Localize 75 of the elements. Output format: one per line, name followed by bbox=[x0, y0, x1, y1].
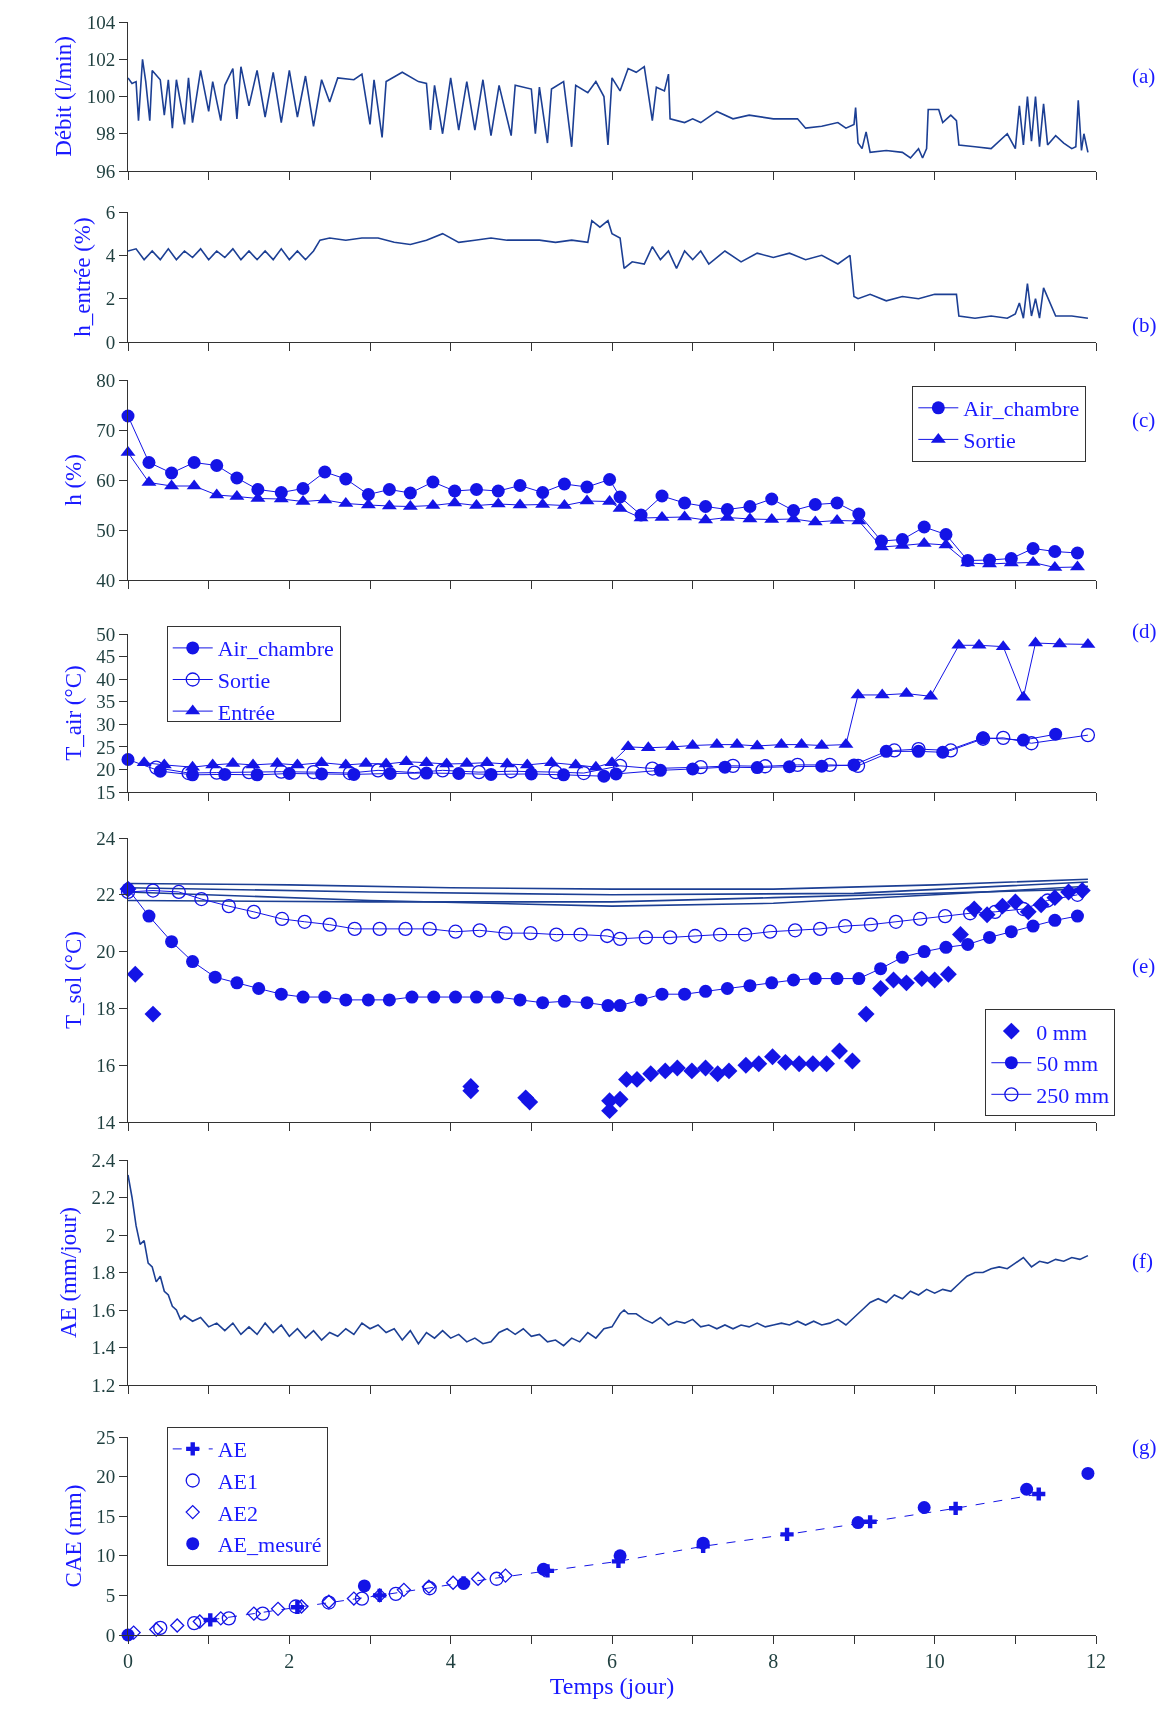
legend-label: AE bbox=[217, 1437, 248, 1463]
y-tick-label: 60 bbox=[96, 469, 116, 491]
legend-label: Sortie bbox=[963, 427, 1016, 453]
y-tick-label: 70 bbox=[96, 419, 116, 441]
y-tick-label: 15 bbox=[96, 1505, 116, 1527]
text: (d) bbox=[1132, 619, 1157, 643]
x-tick-label: 12 bbox=[1086, 1650, 1106, 1672]
legend-label: AE2 bbox=[217, 1500, 259, 1526]
y-tick-label: 1.8 bbox=[91, 1262, 116, 1284]
legend-label: 50 mm bbox=[1036, 1051, 1099, 1077]
y-tick-label: 2 bbox=[105, 288, 116, 310]
legend-label: Air_chambre bbox=[217, 636, 334, 662]
y-tick-label: 35 bbox=[96, 691, 116, 713]
legend-label: Entrée bbox=[217, 699, 276, 725]
legend-label: Air_chambre bbox=[963, 396, 1080, 422]
y-tick-label: 50 bbox=[96, 519, 116, 541]
text: (f) bbox=[1132, 1249, 1153, 1273]
y-tick-label: 25 bbox=[96, 1426, 116, 1448]
text: (g) bbox=[1132, 1435, 1157, 1459]
y-tick-label: 1.6 bbox=[91, 1299, 116, 1321]
y-tick-label: 98 bbox=[96, 123, 116, 145]
x-tick-label: 2 bbox=[284, 1650, 295, 1672]
y-tick-label: 10 bbox=[96, 1545, 116, 1567]
y-tick-label: 30 bbox=[96, 713, 116, 735]
y-tick-label: 80 bbox=[96, 369, 116, 391]
y-tick-label: 45 bbox=[96, 646, 116, 668]
y-tick-label: 14 bbox=[96, 1111, 116, 1133]
legend-label: 0 mm bbox=[1036, 1019, 1088, 1045]
y-tick-label: 2.2 bbox=[91, 1187, 116, 1209]
x-axis-title: Temps (jour) bbox=[549, 1673, 675, 1700]
y-tick-label: 100 bbox=[86, 86, 116, 108]
y-axis-title: h (%) bbox=[60, 454, 86, 506]
legend-label: AE1 bbox=[217, 1469, 259, 1495]
y-tick-label: 25 bbox=[96, 736, 116, 758]
y-tick-label: 15 bbox=[96, 781, 116, 803]
x-tick-label: 6 bbox=[607, 1650, 617, 1672]
y-tick-label: 96 bbox=[96, 160, 116, 182]
y-tick-label: 5 bbox=[105, 1585, 116, 1607]
legend-label: Sortie bbox=[217, 668, 271, 694]
text: (a) bbox=[1132, 64, 1156, 88]
legend-label: AE_mesuré bbox=[217, 1532, 322, 1558]
y-tick-label: 16 bbox=[96, 1054, 116, 1076]
y-tick-label: 20 bbox=[96, 759, 116, 781]
y-tick-label: 18 bbox=[96, 998, 116, 1020]
y-tick-label: 104 bbox=[86, 11, 116, 33]
y-axis-title: CAE (mm) bbox=[60, 1484, 86, 1588]
y-axis-title: T_air (°C) bbox=[60, 665, 86, 761]
y-tick-label: 102 bbox=[86, 48, 116, 70]
x-tick-label: 4 bbox=[445, 1650, 456, 1672]
y-tick-label: 40 bbox=[96, 668, 116, 690]
text: (e) bbox=[1132, 954, 1156, 978]
legend-label: 250 mm bbox=[1036, 1082, 1110, 1108]
y-tick-label: 40 bbox=[96, 569, 116, 591]
y-tick-label: 20 bbox=[96, 941, 116, 963]
y-axis-title: h_entrée (%) bbox=[70, 217, 96, 337]
x-tick-label: 10 bbox=[924, 1650, 945, 1672]
y-tick-label: 0 bbox=[105, 331, 116, 353]
y-tick-label: 24 bbox=[96, 827, 116, 849]
y-axis-title: AE (mm/jour) bbox=[55, 1207, 81, 1338]
x-tick-label: 0 bbox=[123, 1650, 133, 1672]
y-tick-label: 1.2 bbox=[91, 1374, 116, 1396]
y-tick-label: 0 bbox=[105, 1624, 116, 1646]
text: (b) bbox=[1132, 313, 1157, 337]
text: (c) bbox=[1132, 408, 1156, 432]
y-axis-title: Débit (l/min) bbox=[51, 36, 77, 157]
x-tick-label: 8 bbox=[768, 1650, 779, 1672]
y-axis-title: T_sol (°C) bbox=[60, 931, 86, 1029]
y-tick-label: 6 bbox=[105, 201, 116, 223]
y-tick-label: 50 bbox=[96, 623, 116, 645]
y-tick-label: 1.4 bbox=[91, 1337, 116, 1359]
y-tick-label: 2.4 bbox=[91, 1149, 116, 1171]
y-tick-label: 22 bbox=[96, 884, 116, 906]
y-tick-label: 4 bbox=[105, 244, 116, 266]
y-tick-label: 20 bbox=[96, 1466, 116, 1488]
y-tick-label: 2 bbox=[105, 1224, 116, 1246]
